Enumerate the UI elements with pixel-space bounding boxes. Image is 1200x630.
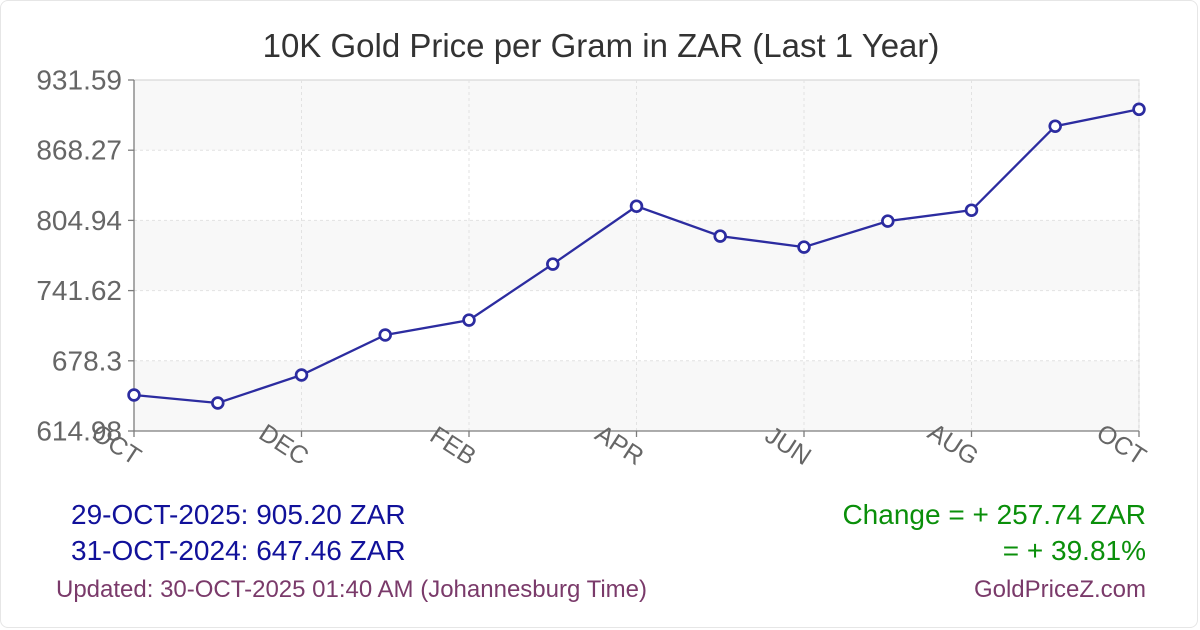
- svg-text:931.59: 931.59: [36, 65, 122, 96]
- svg-text:741.62: 741.62: [36, 275, 122, 306]
- svg-text:678.3: 678.3: [52, 345, 122, 376]
- svg-text:804.94: 804.94: [36, 205, 122, 236]
- svg-text:868.27: 868.27: [36, 135, 122, 166]
